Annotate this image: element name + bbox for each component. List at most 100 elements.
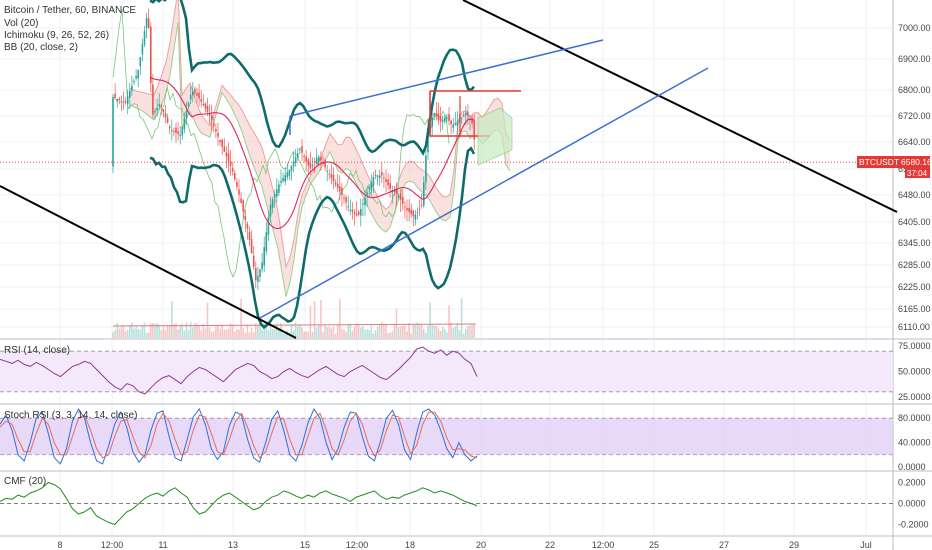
- candle-body: [152, 84, 154, 115]
- volume-bar: [259, 322, 261, 338]
- volume-bar: [311, 331, 314, 338]
- volume-bar: [372, 333, 375, 338]
- candle-body: [305, 156, 307, 162]
- volume-bar: [213, 331, 215, 338]
- volume-bar: [334, 333, 337, 338]
- candle-body: [231, 168, 234, 172]
- candle-body: [374, 175, 377, 177]
- candle-body: [238, 189, 240, 195]
- volume-bar: [458, 330, 461, 338]
- cmf-pane[interactable]: 0.2000 0.0000 -0.2000: [0, 478, 929, 530]
- indicator-axis-label: 0.0000: [898, 499, 926, 509]
- candle-body: [307, 159, 310, 166]
- volume-bar: [315, 327, 318, 338]
- volume-bar: [362, 326, 364, 338]
- volume-bar: [261, 329, 263, 338]
- candle-body: [383, 177, 385, 179]
- volume-bar: [381, 322, 383, 338]
- candle-body: [215, 129, 217, 132]
- candle-body: [351, 209, 354, 212]
- stoch-d-line: [0, 411, 478, 459]
- candle-body: [294, 157, 297, 163]
- candle-body: [185, 110, 188, 119]
- trendlines[interactable]: [0, 0, 898, 339]
- cmf-line: [0, 481, 478, 526]
- volume-bar: [145, 332, 148, 338]
- candle-body: [416, 211, 419, 213]
- volume-bar: [171, 301, 173, 338]
- candle-body: [347, 206, 349, 208]
- countdown-tag-value: 37:04: [907, 169, 928, 178]
- volume-bar: [439, 331, 442, 338]
- candle-body: [126, 96, 129, 105]
- volume-bar: [299, 324, 301, 338]
- candle-body: [133, 80, 135, 83]
- candle-body: [368, 187, 370, 189]
- volume-bar: [252, 332, 255, 338]
- volume-bar: [408, 323, 410, 338]
- volume-bar: [423, 328, 425, 338]
- volume-bar: [284, 333, 286, 338]
- candle-body: [452, 124, 454, 128]
- volume-bar: [326, 327, 328, 338]
- volume-bar: [351, 330, 354, 338]
- time-axis-label: 13: [228, 540, 238, 550]
- volume-bar: [368, 329, 370, 338]
- candle-body: [406, 207, 408, 211]
- volume-bar: [318, 324, 320, 338]
- volume-bar: [353, 326, 356, 338]
- candle-body: [147, 18, 150, 28]
- time-axis-label: 15: [300, 540, 310, 550]
- volume-bar: [133, 328, 135, 338]
- volume-bar: [393, 325, 396, 338]
- candle-body: [273, 194, 276, 198]
- volume-bar: [187, 330, 190, 338]
- volume-bar: [248, 332, 251, 338]
- stoch-k-line: [0, 407, 478, 465]
- candle-body: [355, 213, 358, 216]
- candle-body: [423, 182, 425, 206]
- candle-body: [248, 232, 251, 240]
- candle-body: [448, 114, 450, 121]
- candle-body: [261, 262, 263, 270]
- volume-bar: [278, 328, 280, 338]
- volume-bar: [297, 326, 299, 338]
- volume-bars: [112, 298, 477, 338]
- volume-bar: [181, 323, 184, 338]
- candle-body: [129, 91, 131, 98]
- volume-bar: [246, 324, 249, 338]
- candle-body: [177, 131, 179, 135]
- candle-body: [353, 211, 356, 214]
- candlesticks[interactable]: [112, 8, 475, 290]
- candle-body: [225, 152, 228, 157]
- volume-bar: [301, 327, 303, 338]
- candle-body: [112, 97, 114, 167]
- time-axis[interactable]: 8 12:00 11 13 15 12:00 18 20 22 12:00 25 27 29 Jul: [57, 540, 871, 550]
- volume-bar: [290, 324, 293, 338]
- indicator-axis-label: 25.0000: [898, 392, 931, 402]
- bb-lower: [149, 146, 476, 330]
- candle-body: [202, 104, 205, 106]
- candle-body: [198, 92, 200, 99]
- candle-body: [301, 146, 303, 153]
- volume-bar: [406, 331, 408, 338]
- candle-body: [362, 203, 364, 205]
- candle-body: [236, 181, 238, 187]
- rsi-pane[interactable]: 75.0000 50.0000 25.0000: [0, 341, 931, 402]
- volume-bar: [328, 326, 331, 338]
- volume-bar: [412, 323, 415, 338]
- volume-bar: [227, 328, 230, 338]
- candle-body: [309, 163, 312, 169]
- time-axis-label: 29: [789, 540, 799, 550]
- volume-bar: [462, 333, 465, 338]
- volume-bar: [208, 327, 211, 338]
- candle-body: [311, 164, 314, 167]
- rsi-line: [0, 346, 478, 395]
- ichimoku-lagging-span: [112, 9, 450, 278]
- volume-bar: [255, 323, 257, 338]
- time-axis-label: 12:00: [101, 540, 124, 550]
- stoch-rsi-pane[interactable]: 80.0000 40.0000 0.0000: [0, 407, 931, 472]
- candle-body: [278, 184, 280, 193]
- time-axis-label: 12:00: [592, 540, 615, 550]
